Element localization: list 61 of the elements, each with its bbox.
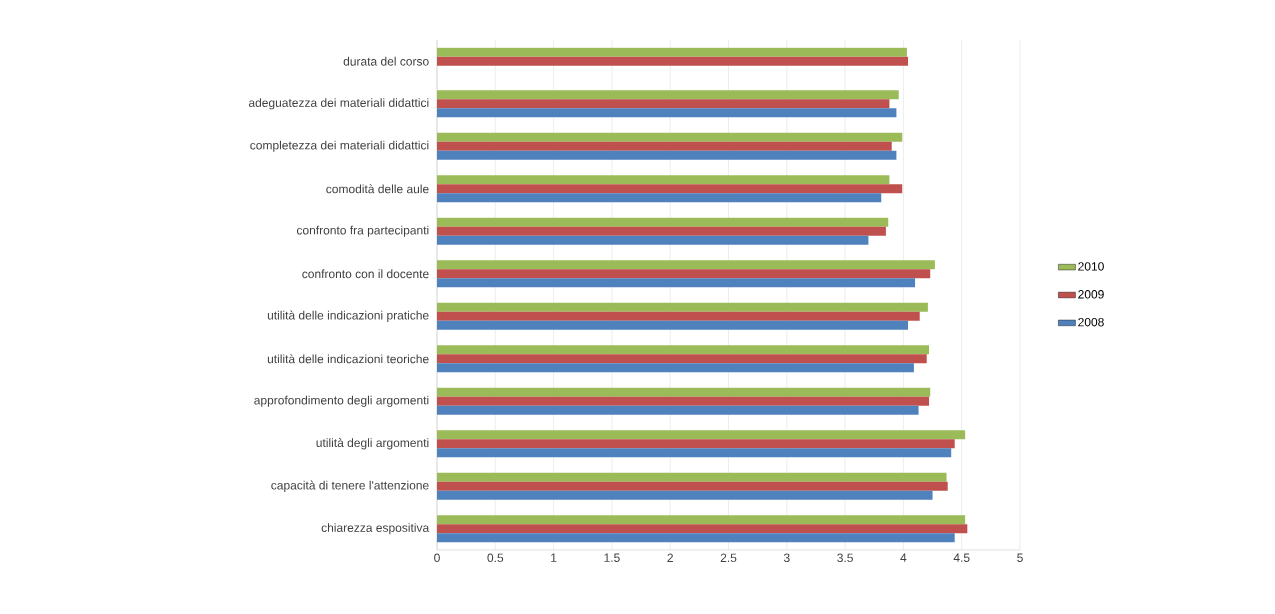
y-tick-label: confronto fra partecipanti bbox=[296, 225, 429, 237]
y-tick-label: completezza dei materiali didattici bbox=[250, 140, 429, 152]
bar bbox=[437, 533, 955, 543]
bar bbox=[437, 320, 909, 330]
x-tick-label: 2 bbox=[667, 553, 673, 562]
bar bbox=[437, 490, 933, 500]
bar bbox=[437, 47, 907, 57]
bar bbox=[437, 354, 927, 364]
bar bbox=[437, 132, 903, 142]
bar bbox=[437, 278, 916, 288]
x-tick-label: 4.5 bbox=[953, 553, 970, 562]
y-tick-label: utilità delle indicazioni teoriche bbox=[267, 354, 429, 364]
bar bbox=[437, 141, 892, 151]
x-tick-label: 0.5 bbox=[487, 553, 504, 563]
x-tick-label: 0 bbox=[434, 553, 440, 563]
y-tick-label: durata del corso bbox=[343, 56, 429, 66]
y-tick-label: utilità delle indicazioni pratiche bbox=[267, 310, 429, 322]
bar bbox=[437, 193, 882, 203]
x-tick-label: 3 bbox=[783, 553, 790, 563]
y-tick-label: adeguatezza dei materiali didattici bbox=[248, 98, 429, 110]
bar bbox=[437, 235, 869, 245]
bar bbox=[437, 99, 890, 109]
y-tick-label: chiarezza espositiva bbox=[321, 523, 430, 535]
bar bbox=[437, 311, 920, 321]
bar bbox=[437, 472, 947, 482]
y-tick-label: confronto con il docente bbox=[302, 269, 429, 279]
bar bbox=[437, 430, 966, 440]
y-tick-label: capacità di tenere l'attenzione bbox=[271, 480, 429, 492]
bar bbox=[437, 269, 931, 279]
bar bbox=[437, 90, 899, 100]
x-tick-label: 4 bbox=[900, 553, 907, 562]
bar bbox=[437, 345, 930, 355]
bar bbox=[437, 481, 948, 491]
bar bbox=[437, 56, 909, 66]
bar bbox=[437, 396, 930, 406]
bar bbox=[437, 448, 952, 458]
y-tick-label: approfondimento degli argomenti bbox=[254, 395, 429, 407]
bar bbox=[437, 217, 889, 227]
y-tick-label: utilità degli argomenti bbox=[316, 438, 429, 450]
bar bbox=[437, 108, 897, 118]
bar bbox=[437, 150, 897, 160]
legend-label: 2008 bbox=[1078, 317, 1104, 327]
bar bbox=[437, 302, 928, 312]
bar bbox=[437, 175, 890, 185]
bar bbox=[437, 515, 966, 525]
bar bbox=[437, 226, 886, 236]
x-tick-label: 3.5 bbox=[837, 553, 853, 563]
x-tick-label: 2.5 bbox=[720, 553, 737, 563]
x-tick-label: 1 bbox=[551, 553, 557, 562]
legend-label: 2010 bbox=[1078, 262, 1104, 271]
bar bbox=[437, 524, 968, 534]
legend-label: 2009 bbox=[1078, 290, 1104, 299]
bar bbox=[437, 363, 914, 373]
bar bbox=[437, 184, 903, 194]
bar bbox=[437, 405, 919, 415]
bar bbox=[437, 260, 935, 270]
x-tick-label: 5 bbox=[1017, 553, 1023, 562]
y-tick-label: comodità delle aule bbox=[326, 184, 429, 194]
x-tick-label: 1.5 bbox=[604, 553, 620, 562]
bar bbox=[437, 439, 955, 449]
bar bbox=[437, 387, 931, 397]
